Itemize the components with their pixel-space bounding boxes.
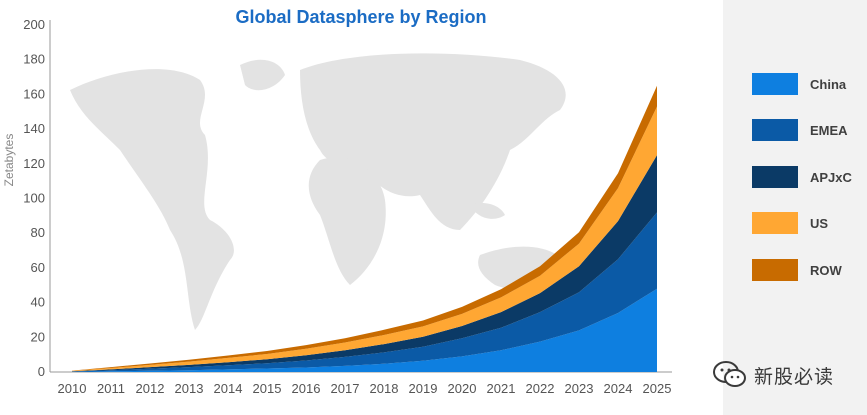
area-series-china [72, 288, 657, 372]
watermark-text: 新股必读 [754, 366, 835, 388]
x-tick-label: 2021 [487, 381, 516, 396]
legend-label-us: US [810, 215, 829, 231]
watermark: 新股必读 [712, 360, 834, 390]
legend-label-row: ROW [810, 262, 842, 278]
x-tick-label: 2010 [58, 381, 87, 396]
y-tick-label: 200 [23, 17, 45, 32]
x-tick-label: 2017 [331, 381, 360, 396]
x-tick-label: 2018 [370, 381, 399, 396]
legend-item-emea: EMEA [752, 119, 848, 141]
legend-panel: China EMEA APJxC US ROW [723, 0, 867, 415]
world-map-background [70, 53, 570, 330]
legend-swatch-row [752, 259, 798, 281]
y-tick-label: 180 [23, 52, 45, 67]
y-tick-label: 100 [23, 191, 45, 206]
y-tick-label: 20 [31, 329, 45, 344]
x-tick-label: 2015 [253, 381, 282, 396]
x-tick-label: 2013 [175, 381, 204, 396]
area-series-emea [72, 212, 657, 372]
legend-label-china: China [810, 76, 847, 92]
x-tick-label: 2020 [448, 381, 477, 396]
chart-title: Global Datasphere by Region [235, 7, 486, 27]
x-tick-label: 2022 [526, 381, 555, 396]
y-tick-label: 80 [31, 225, 45, 240]
x-tick-label: 2014 [214, 381, 243, 396]
y-axis-label: Zetabytes [2, 134, 16, 187]
x-tick-label: 2011 [97, 381, 125, 396]
legend-swatch-apjxc [752, 166, 798, 188]
area-series-apjxc [72, 155, 657, 372]
wechat-icon [713, 361, 746, 387]
legend-swatch-us [752, 212, 798, 234]
x-tick-label: 2023 [565, 381, 594, 396]
y-tick-label: 160 [23, 86, 45, 101]
legend-item-apjxc: APJxC [752, 166, 852, 188]
y-tick-label: 0 [38, 364, 45, 379]
legend-item-us: US [752, 212, 828, 234]
legend-label-apjxc: APJxC [810, 169, 852, 185]
area-series-us [72, 106, 657, 372]
y-tick-label: 40 [31, 295, 45, 310]
x-tick-label: 2025 [643, 381, 672, 396]
legend-swatch-emea [752, 119, 798, 141]
x-tick-label: 2016 [292, 381, 321, 396]
legend-item-row: ROW [752, 259, 842, 281]
x-tick-label: 2012 [136, 381, 165, 396]
legend-swatch-china [752, 73, 798, 95]
y-tick-label: 140 [23, 121, 45, 136]
chart-area: 0 20 40 60 80 100 120 140 160 180 200 2010 2011 2012 2… [2, 7, 672, 396]
legend-label-emea: EMEA [810, 122, 848, 138]
y-tick-label: 120 [23, 156, 45, 171]
y-tick-label: 60 [31, 260, 45, 275]
x-tick-label: 2024 [604, 381, 633, 396]
x-tick-label: 2019 [409, 381, 438, 396]
legend-item-china: China [752, 73, 846, 95]
